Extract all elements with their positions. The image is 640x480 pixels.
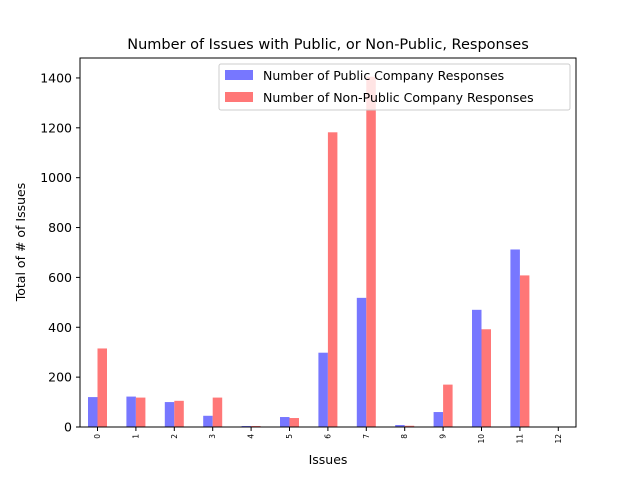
bar-non-public-1 bbox=[135, 397, 146, 427]
x-tick-label-11: 11 bbox=[515, 434, 524, 444]
x-tick-label-4: 4 bbox=[247, 434, 256, 439]
bar-non-public-0 bbox=[97, 348, 107, 427]
legend: Number of Public Company Responses Numbe… bbox=[218, 63, 571, 111]
x-tick-label-3: 3 bbox=[208, 434, 217, 439]
x-tick-label-0: 0 bbox=[93, 434, 102, 439]
bar-non-public-8 bbox=[404, 425, 415, 427]
bar-non-public-10 bbox=[481, 329, 491, 427]
bar-non-public-5 bbox=[289, 418, 299, 427]
bar-public-9 bbox=[433, 412, 444, 427]
x-tick-label-1: 1 bbox=[131, 434, 140, 439]
x-axis-ticks: 0 1 2 3 4 5 6 7 8 9 10 11 12 bbox=[93, 427, 563, 444]
x-tick-label-9: 9 bbox=[439, 434, 448, 439]
bar-public-7 bbox=[356, 297, 367, 427]
y-tick-label-0: 0 bbox=[64, 420, 72, 435]
bar-non-public-7 bbox=[366, 76, 376, 427]
legend-box bbox=[218, 63, 571, 111]
x-axis-label: Issues bbox=[309, 452, 348, 467]
bar-public-2 bbox=[164, 402, 175, 427]
x-tick-label-8: 8 bbox=[400, 434, 409, 439]
legend-swatch-non-public bbox=[225, 92, 253, 102]
bar-non-public-2 bbox=[174, 400, 184, 427]
legend-swatch-public bbox=[225, 70, 253, 80]
plot-frame bbox=[79, 57, 577, 428]
y-tick-label-600: 600 bbox=[48, 270, 72, 285]
x-tick-label-2: 2 bbox=[170, 434, 179, 439]
y-tick-label-400: 400 bbox=[48, 320, 72, 335]
bar-non-public-9 bbox=[443, 384, 453, 427]
bar-public-10 bbox=[472, 309, 482, 427]
y-axis-label: Total of # of Issues bbox=[13, 183, 28, 303]
y-tick-label-800: 800 bbox=[48, 220, 72, 235]
bars-group bbox=[88, 76, 530, 427]
x-tick-label-7: 7 bbox=[362, 434, 371, 439]
legend-label-public: Number of Public Company Responses bbox=[263, 68, 504, 83]
bar-public-8 bbox=[395, 425, 405, 427]
x-tick-label-5: 5 bbox=[285, 434, 294, 439]
bar-public-11 bbox=[510, 249, 520, 427]
y-axis-ticks: 0 200 400 600 800 1000 1200 1400 bbox=[40, 70, 80, 435]
x-tick-label-6: 6 bbox=[323, 434, 332, 439]
bar-public-6 bbox=[318, 352, 328, 427]
bar-non-public-11 bbox=[519, 275, 530, 427]
bar-non-public-6 bbox=[327, 132, 338, 427]
x-tick-label-12: 12 bbox=[554, 434, 563, 444]
bar-public-0 bbox=[88, 397, 98, 427]
x-tick-label-10: 10 bbox=[477, 434, 486, 444]
bar-public-5 bbox=[280, 417, 290, 427]
y-tick-label-1200: 1200 bbox=[40, 120, 72, 135]
y-tick-label-200: 200 bbox=[48, 370, 72, 385]
chart-title: Number of Issues with Public, or Non-Pub… bbox=[127, 37, 529, 53]
bar-public-3 bbox=[203, 415, 213, 427]
legend-label-non-public: Number of Non-Public Company Responses bbox=[263, 90, 534, 105]
y-tick-label-1000: 1000 bbox=[40, 170, 72, 185]
y-tick-label-1400: 1400 bbox=[40, 70, 72, 85]
bar-non-public-3 bbox=[212, 397, 223, 427]
bar-public-1 bbox=[126, 396, 136, 427]
